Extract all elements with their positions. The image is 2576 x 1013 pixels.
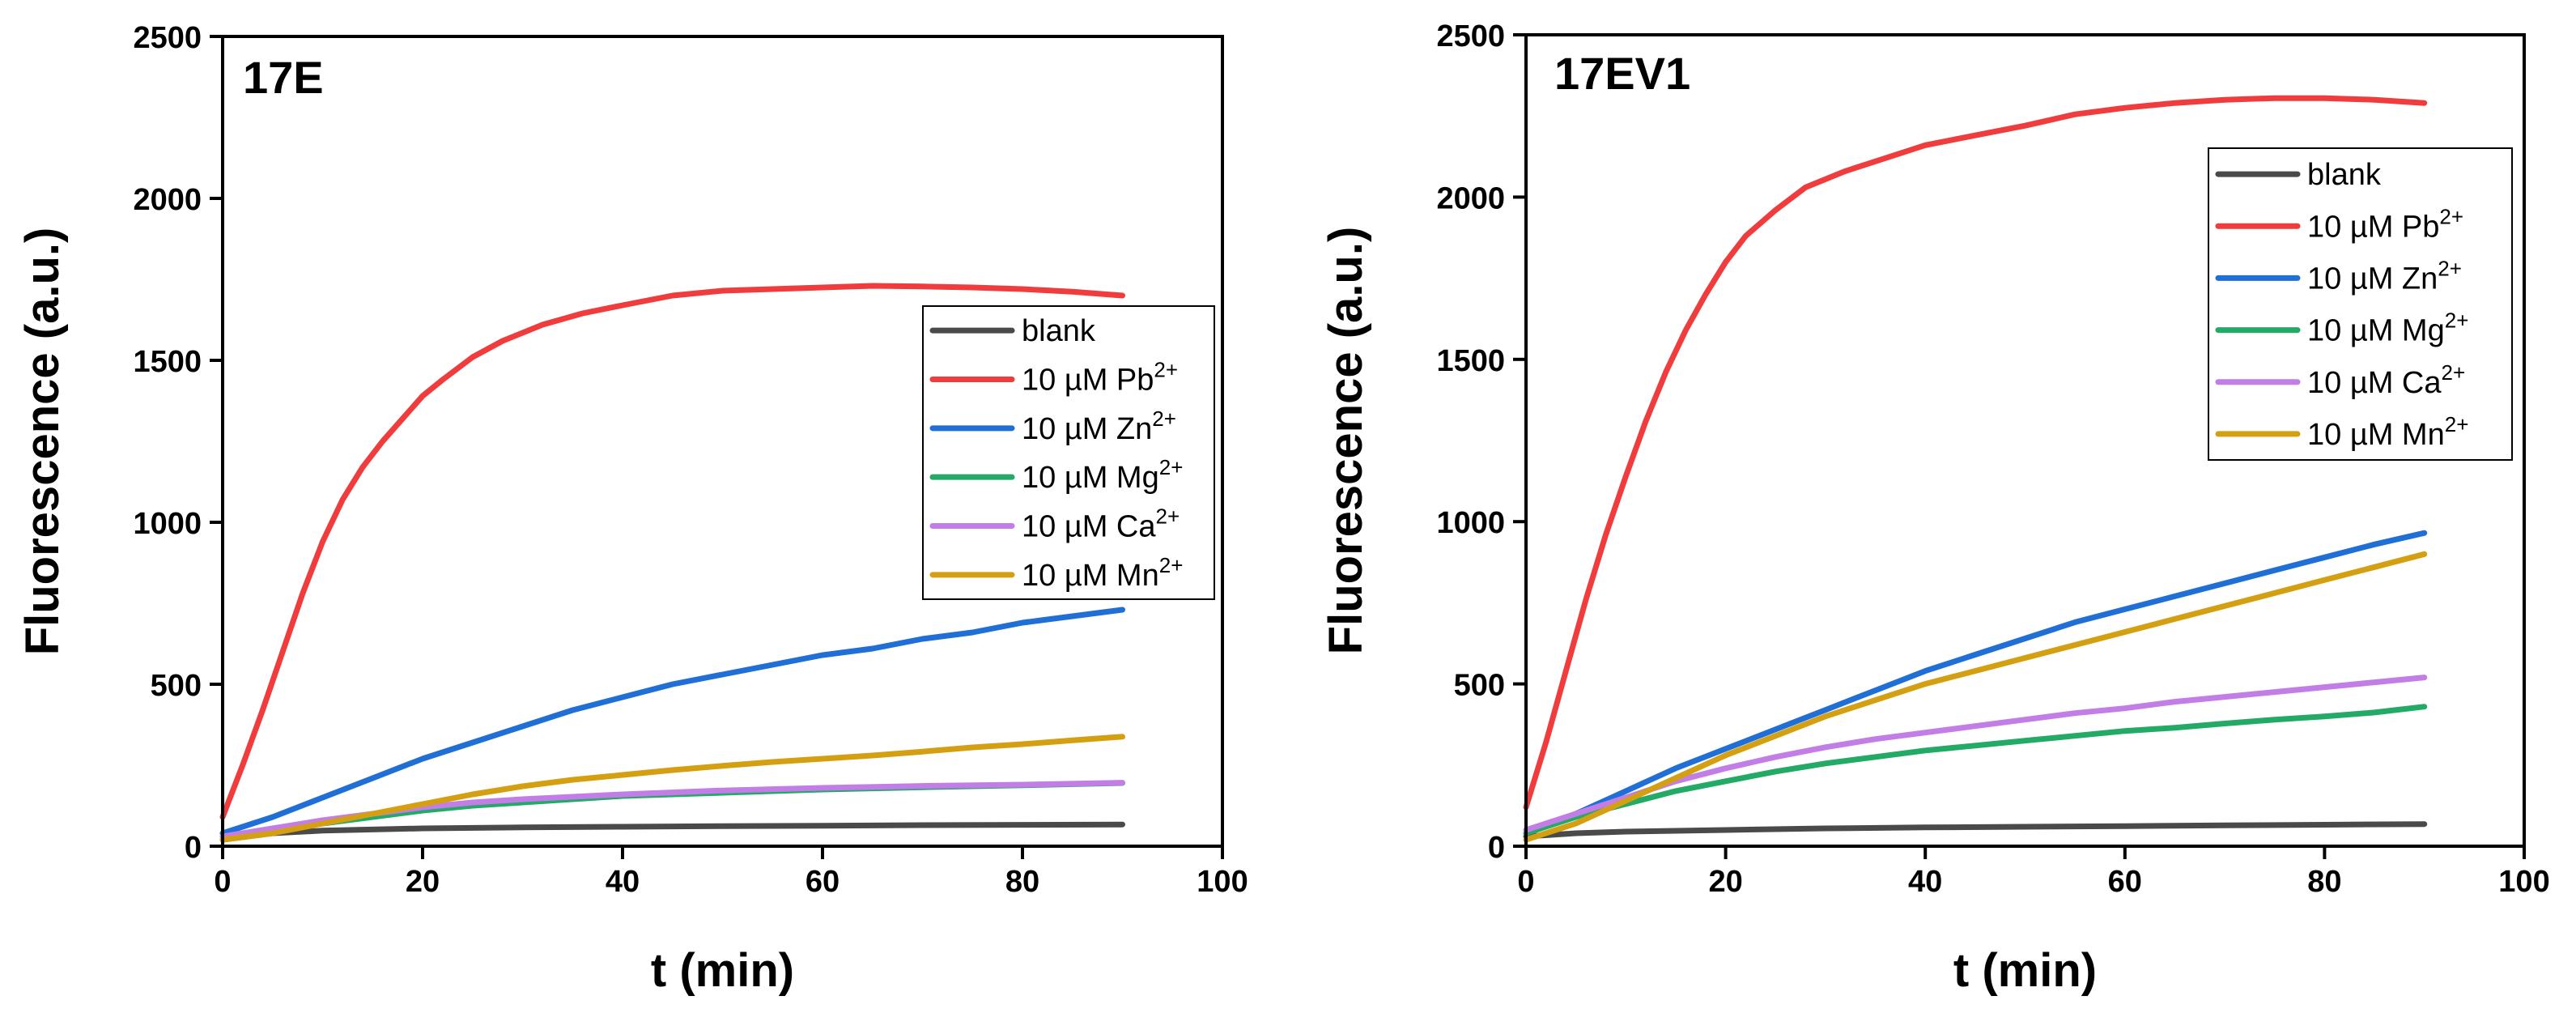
y-axis-label: Fluorescence (a.u.)	[16, 228, 69, 656]
series-line-1	[1523, 95, 2428, 811]
legend-label-main: blank	[2307, 158, 2382, 192]
legend-label-main: 10 µM Zn	[2307, 262, 2438, 296]
y-tick-label: 0	[185, 831, 202, 865]
series-line-0	[1523, 821, 2428, 840]
legend-label-main: 10 µM Ca	[2307, 366, 2442, 400]
y-tick-label: 1000	[1436, 506, 1505, 540]
x-axis-label: t (min)	[1953, 944, 2097, 997]
legend-label: 10 µM Pb2+	[1022, 358, 1178, 398]
legend-label: 10 µM Ca2+	[2307, 360, 2465, 400]
series-line-5	[219, 734, 1125, 843]
chart-title: 17E	[243, 52, 324, 103]
legend-label: 10 µM Mg2+	[2307, 309, 2468, 348]
legend-label-superscript: 2+	[2439, 204, 2463, 228]
series-line-4	[219, 780, 1125, 840]
y-axis-label: Fluorescence (a.u.)	[1320, 227, 1372, 655]
legend-box	[2208, 147, 2513, 461]
legend-label-main: 10 µM Pb	[2307, 210, 2439, 244]
series-line-2	[219, 607, 1125, 836]
x-tick-label: 0	[1517, 865, 1534, 899]
legend-label-superscript: 2+	[1152, 406, 1176, 431]
plot-frame	[221, 35, 1224, 848]
legend-label-superscript: 2+	[2445, 412, 2469, 436]
y-tick-label: 1500	[1436, 344, 1505, 378]
legend-label-main: 10 µM Pb	[1022, 364, 1154, 398]
x-tick-label: 60	[2108, 865, 2142, 899]
series-line-2	[1523, 530, 2428, 836]
legend-label-superscript: 2+	[1156, 504, 1180, 529]
x-tick-label: 100	[1197, 865, 1248, 899]
y-tick-label: 1000	[133, 507, 202, 541]
x-tick-label: 60	[806, 865, 840, 899]
y-tick-label: 500	[1454, 669, 1505, 703]
x-tick-label: 20	[1708, 865, 1742, 899]
legend-label-main: 10 µM Ca	[1022, 510, 1156, 544]
x-tick-label: 40	[1908, 865, 1942, 899]
y-tick-label: 2000	[133, 183, 202, 217]
x-tick-label: 80	[2307, 865, 2341, 899]
legend-label-superscript: 2+	[2445, 309, 2469, 333]
series-line-4	[1523, 675, 2428, 833]
plot-frame	[1524, 33, 2526, 848]
legend-label: 10 µM Ca2+	[1022, 504, 1180, 544]
legend-label: 10 µM Zn2+	[1022, 406, 1176, 446]
x-tick-label: 0	[214, 865, 231, 899]
series-line-1	[219, 283, 1125, 820]
y-tick-label: 1500	[133, 345, 202, 379]
legend-label-superscript: 2+	[2442, 360, 2466, 385]
legend-label-main: 10 µM Mn	[1022, 559, 1159, 593]
chart-title: 17EV1	[1554, 48, 1690, 99]
legend-label-main: 10 µM Mn	[2307, 418, 2445, 452]
x-axis-label: t (min)	[651, 944, 794, 997]
y-tick-label: 500	[151, 669, 202, 703]
series-line-0	[219, 821, 1125, 843]
legend-box	[922, 305, 1215, 600]
legend-label-superscript: 2+	[2438, 256, 2462, 280]
series-line-5	[1523, 551, 2428, 843]
x-tick-label: 100	[2498, 865, 2549, 899]
legend-label: blank	[2307, 158, 2382, 192]
legend-label: 10 µM Pb2+	[2307, 204, 2463, 244]
legend-label: 10 µM Zn2+	[2307, 256, 2462, 296]
y-tick-label: 2500	[1436, 19, 1505, 53]
y-tick-label: 2000	[1436, 181, 1505, 215]
legend-label: blank	[1022, 314, 1096, 348]
y-tick-label: 0	[1488, 831, 1505, 865]
legend-label-main: 10 µM Mg	[2307, 314, 2445, 348]
legend-label: 10 µM Mn2+	[1022, 553, 1183, 593]
y-tick-label: 2500	[133, 21, 202, 55]
x-tick-label: 40	[606, 865, 640, 899]
legend-label-main: 10 µM Zn	[1022, 412, 1152, 446]
legend-label: 10 µM Mg2+	[1022, 455, 1183, 495]
x-tick-label: 20	[406, 865, 440, 899]
legend-label-main: blank	[1022, 314, 1096, 348]
x-tick-label: 80	[1005, 865, 1039, 899]
legend-label-main: 10 µM Mg	[1022, 461, 1159, 495]
legend-label-superscript: 2+	[1159, 553, 1184, 577]
series-line-3	[1523, 704, 2428, 836]
legend-label: 10 µM Mn2+	[2307, 412, 2468, 452]
legend-label-superscript: 2+	[1154, 358, 1178, 382]
legend-label-superscript: 2+	[1159, 455, 1184, 479]
